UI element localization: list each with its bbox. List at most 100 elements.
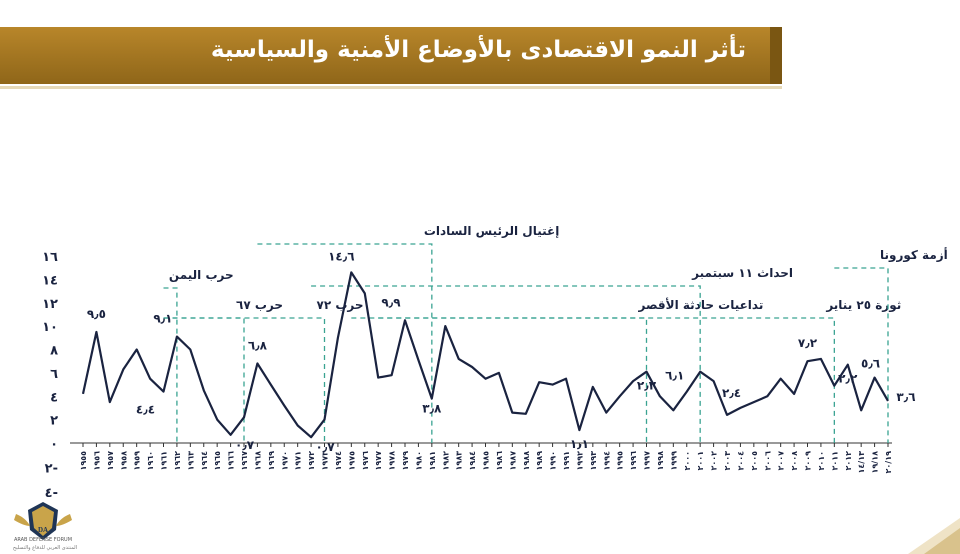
x-tick-label: ١٩٦٧ [240, 451, 249, 471]
x-tick-label: ١٩٨٩ [535, 451, 544, 471]
x-tick-label: ٢٠/١٩ [884, 451, 893, 474]
x-tick-label: ٢٠٠٢ [710, 451, 719, 471]
x-tick-label: ١٩٧١ [294, 451, 303, 471]
x-tick-label: ١٩٨٠ [414, 451, 423, 471]
annotation-label: ثورة ٢٥ يناير [825, 298, 901, 313]
y-tick-label: ١٢ [42, 297, 58, 312]
x-tick-label: ٢٠٠٠ [683, 451, 692, 471]
x-tick-label: ١٩٧٣ [321, 451, 330, 471]
page-title: تأثر النمو الاقتصادى بالأوضاع الأمنية وا… [210, 37, 746, 63]
logo-abbr: DA [38, 526, 48, 534]
x-tick-label: ١٩٦٣ [186, 451, 195, 471]
growth-series-line [81, 271, 889, 439]
annotation-bracket [163, 287, 178, 443]
y-tick-label: ٢ [50, 414, 58, 429]
data-label: ٦٫٨ [248, 339, 268, 353]
x-tick-label: ١٩٨٢ [441, 451, 450, 471]
y-tick-label: ٢- [45, 462, 58, 477]
x-tick-label: ١٩٥٥ [79, 451, 88, 471]
x-tick-label: ١٤/١٣ [857, 451, 866, 474]
x-tick-label: ٢٠١٢ [844, 451, 853, 471]
x-tick-label: ١٩٦١ [160, 451, 169, 471]
y-tick-label: ٨ [50, 344, 58, 359]
data-label: ١٤٫٦ [328, 249, 354, 263]
x-tick-label: ١٩/١٨ [871, 451, 880, 474]
annotation-bracket [163, 317, 245, 443]
x-tick-label: ١٩٩٧ [643, 451, 652, 471]
x-tick-label: ١٩٦٠ [146, 451, 155, 471]
annotation-bracket [257, 243, 433, 443]
annotation-bracket [834, 267, 889, 443]
logo-name-ar: المنتدى العربي للدفاع والتسليح [12, 545, 78, 551]
data-label: ٩٫٥ [87, 307, 106, 321]
x-tick-label: ١٩٨٧ [508, 451, 517, 471]
data-label: ٧٫٢ [798, 336, 818, 350]
x-tick-label: ١٩٦٨ [253, 451, 262, 471]
logo-name-en: ARAB DEFENSE FORUM [13, 537, 73, 543]
x-tick-label: ١٩٦٦ [227, 451, 236, 471]
annotation-bracket [351, 317, 648, 443]
data-label: ١٫١ [570, 437, 589, 451]
data-label: ٠٫٧ [316, 440, 336, 454]
data-label: ٥٫٦ [861, 357, 880, 371]
data-label: ٣٫٦ [896, 390, 915, 404]
x-tick-label: ١٩٨٨ [522, 451, 531, 471]
x-tick-label: ١٩٧٢ [307, 451, 316, 471]
x-tick-label: ١٩٧٥ [347, 451, 356, 471]
x-tick-label: ١٩٩٢ [575, 451, 584, 471]
y-tick-label: ٤ [50, 390, 58, 405]
annotation-bracket [311, 285, 701, 443]
annotation-label: احداث ١١ سبتمبر [691, 266, 793, 280]
x-tick-label: ١٩٧٨ [388, 451, 397, 471]
annotation-label: أزمة كورونا [880, 247, 948, 263]
x-tick-label: ١٩٦٩ [267, 451, 276, 471]
x-tick-label: ١٩٧٠ [280, 451, 289, 471]
x-tick-label: ١٩٨٤ [468, 451, 477, 471]
annotation-label: حرب ٧٢ [317, 298, 364, 312]
banner-edge [770, 27, 782, 84]
data-label: ٩٫٩ [381, 295, 401, 309]
corner-decoration [908, 518, 960, 554]
x-tick-label: ١٩٩٣ [589, 451, 598, 471]
x-tick-label: ١٩٩٤ [602, 451, 611, 471]
x-tick-label: ١٩٧٤ [334, 451, 343, 471]
x-tick-label: ٢٠٠٩ [804, 451, 813, 471]
data-label: ٢٫٢ [637, 379, 657, 393]
x-tick-label: ١٩٨٣ [455, 451, 464, 471]
x-tick-label: ٢٠١١ [830, 451, 839, 471]
x-tick-label: ١٩٨٥ [482, 451, 491, 471]
data-label: ٣٫٨ [422, 402, 442, 416]
x-tick-label: ١٩٧٧ [374, 451, 383, 471]
data-label: ٠٫٧ [235, 438, 255, 452]
x-tick-label: ١٩٧٩ [401, 451, 410, 471]
annotation-label: حرب ٦٧ [236, 298, 283, 312]
title-banner: تأثر النمو الاقتصادى بالأوضاع الأمنية وا… [0, 27, 782, 84]
x-tick-label: ٢٠٠٥ [750, 451, 759, 471]
x-tick-label: ١٩٩٦ [629, 451, 638, 471]
annotation-label: حرب اليمن [169, 268, 234, 282]
x-tick-label: ١٩٩٥ [616, 451, 625, 471]
x-tick-label: ١٩٦٤ [200, 451, 209, 471]
x-tick-label: ١٩٧٦ [361, 451, 370, 471]
x-tick-label: ١٩٥٦ [92, 451, 101, 471]
x-tick-label: ٢٠٠٦ [763, 451, 772, 471]
data-label: ٤٫٤ [136, 403, 155, 417]
x-tick-label: ١٩٦٢ [173, 451, 182, 471]
x-tick-label: ١٩٨١ [428, 451, 437, 471]
x-tick-label: ٢٠٠٨ [790, 451, 799, 471]
y-tick-label: ٦ [50, 367, 58, 382]
annotation-bracket [163, 317, 326, 443]
y-tick-label: ٤- [45, 486, 58, 501]
x-tick-label: ١٩٥٧ [106, 451, 115, 471]
data-label: ٢٫٢ [838, 372, 858, 386]
x-tick-label: ١٩٩٠ [549, 451, 558, 471]
x-tick-label: ٢٠٠٣ [723, 451, 732, 471]
x-tick-label: ١٩٨٦ [495, 451, 504, 471]
data-label: ٢٫٤ [722, 386, 741, 400]
y-tick-label: ١٠ [42, 320, 58, 335]
y-tick-label: ٠ [50, 437, 58, 452]
x-tick-label: ٢٠٠٤ [736, 451, 745, 471]
x-tick-label: ١٩٦٥ [213, 451, 222, 471]
annotation-label: إغتيال الرئيس السادات [424, 224, 560, 238]
